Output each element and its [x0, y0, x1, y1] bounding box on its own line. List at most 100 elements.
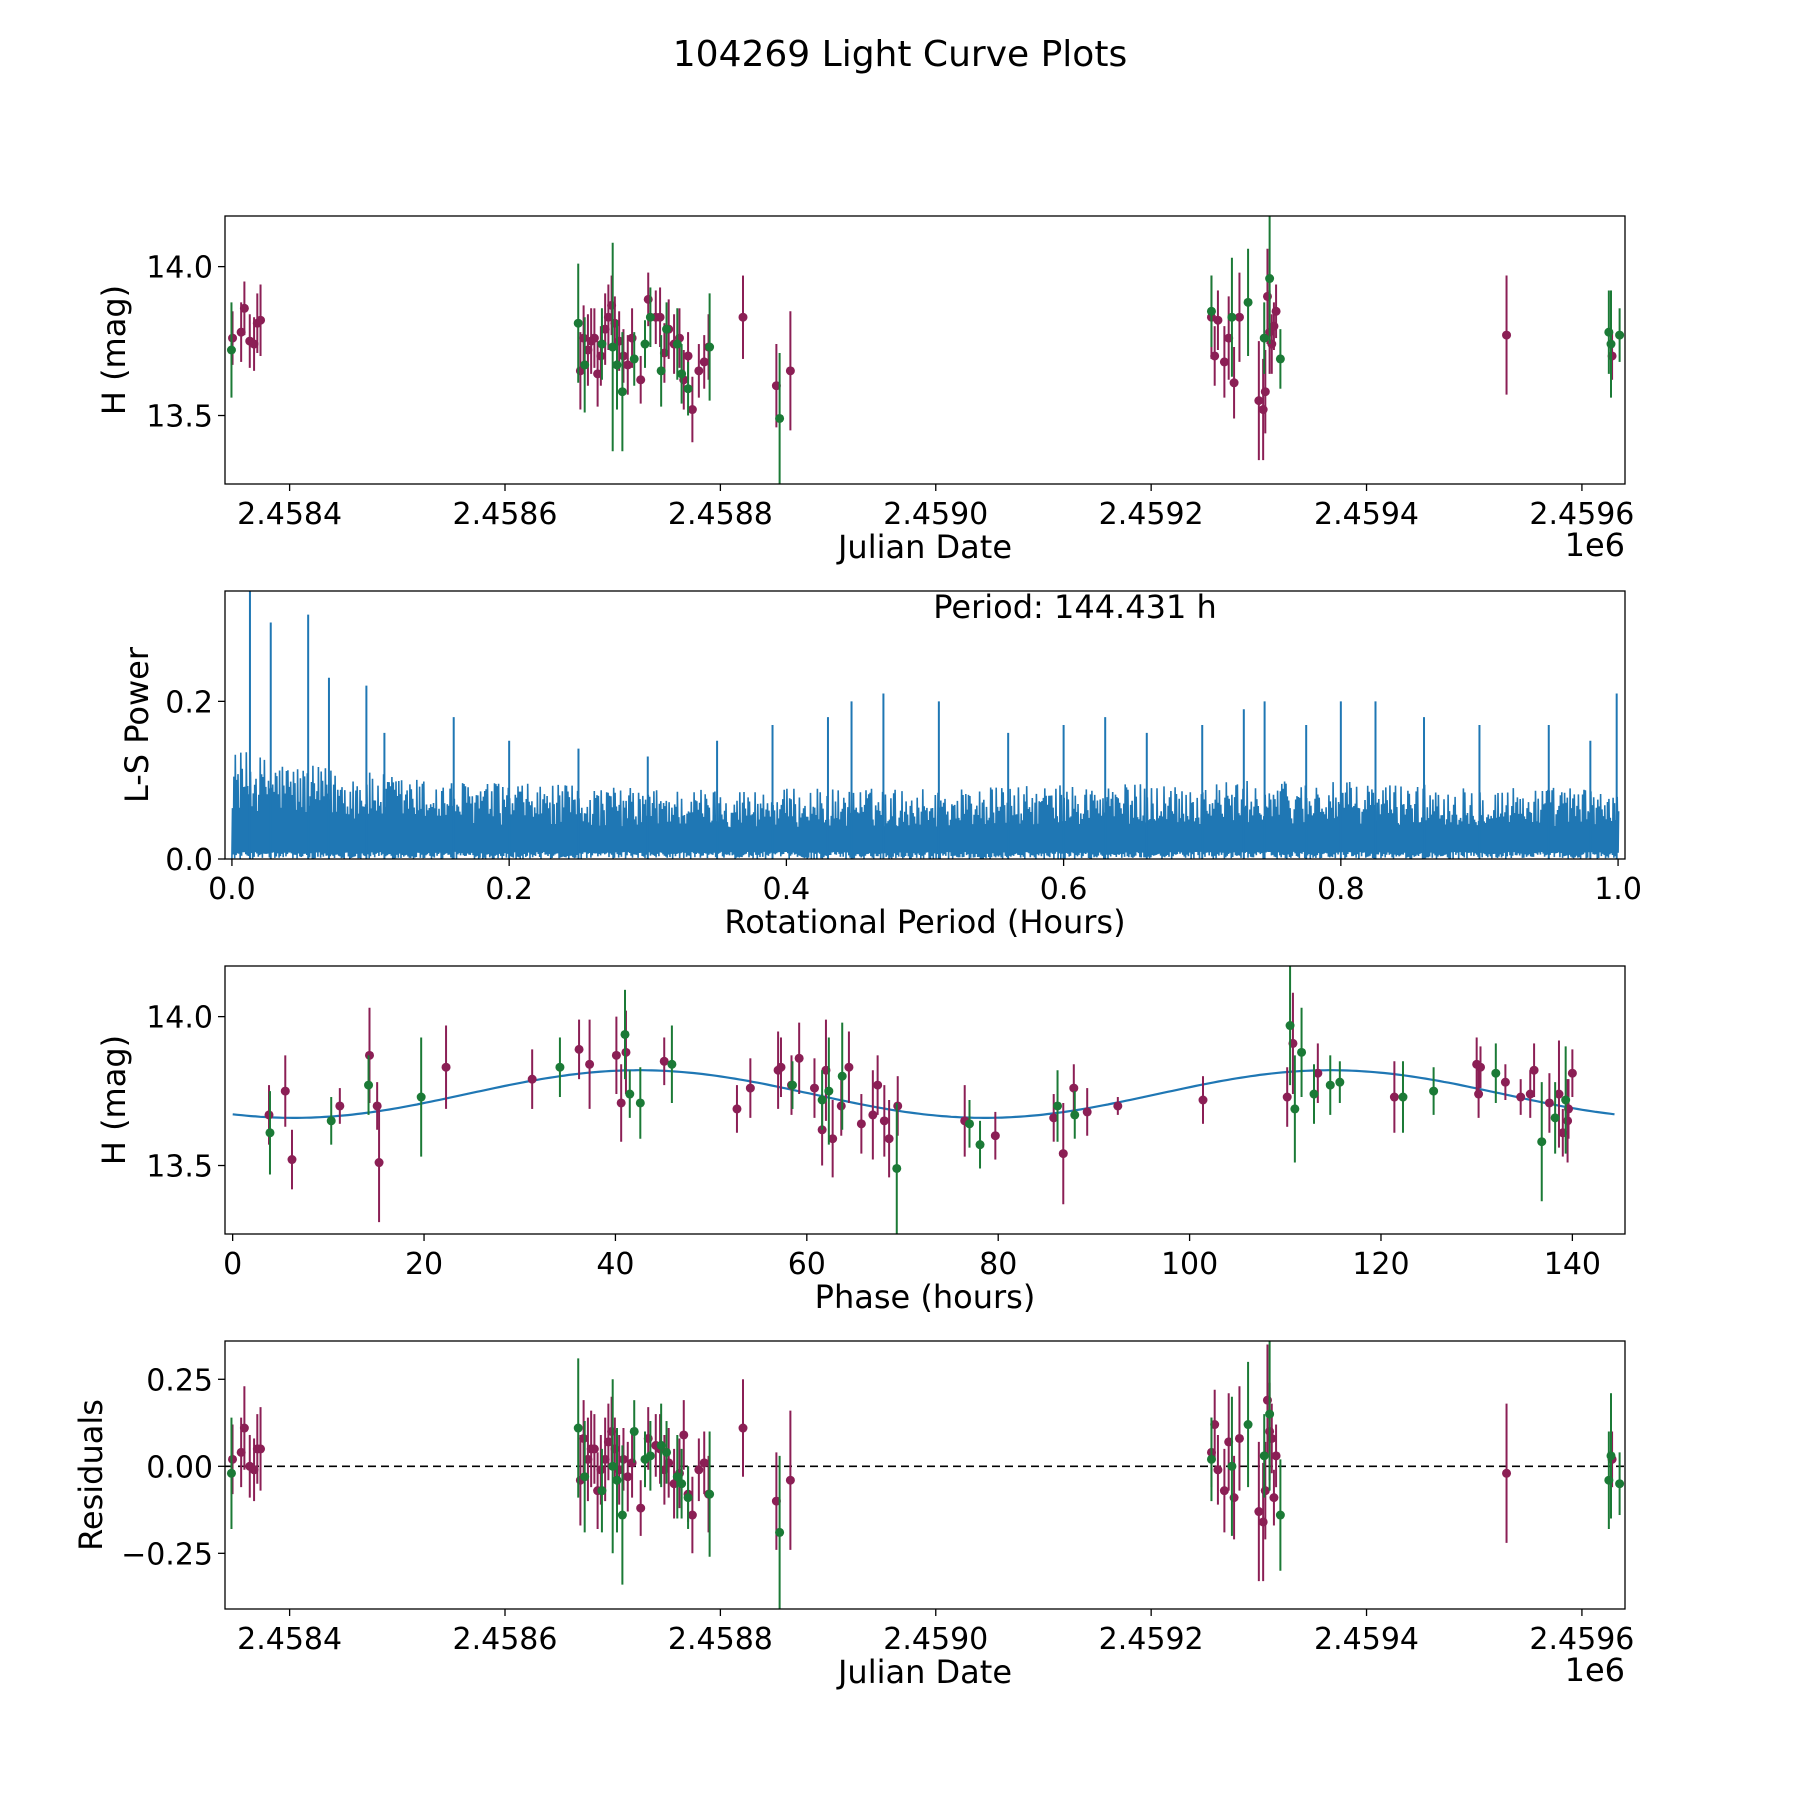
data-point	[1309, 1089, 1319, 1099]
data-point	[617, 1510, 627, 1520]
data-point	[1516, 1092, 1526, 1102]
data-point	[656, 366, 666, 376]
data-point	[1234, 312, 1244, 322]
x-tick-label: 2.4588	[668, 1622, 773, 1657]
phased-x-ticks: 0 20 40 60 80 100 120 140	[223, 1234, 1601, 1282]
data-point	[1260, 387, 1270, 397]
data-point	[1254, 396, 1264, 406]
data-point	[776, 1062, 786, 1072]
data-point	[837, 1071, 847, 1081]
data-point	[1243, 1420, 1253, 1430]
data-point	[608, 1461, 618, 1471]
data-point	[636, 375, 646, 385]
data-point	[672, 1472, 682, 1482]
phased-panel: 0 20 40 60 80 100 120 140 13.5 14.0 Phase (hours…	[95, 965, 1626, 1316]
data-point	[1082, 1107, 1092, 1117]
x-tick-label: 0.4	[763, 872, 811, 907]
data-point	[1297, 1047, 1307, 1057]
periodogram-plot-area	[231, 591, 1620, 859]
data-point	[856, 1119, 866, 1129]
data-point	[239, 1423, 249, 1433]
data-point	[655, 312, 665, 322]
x-tick-label: 1.0	[1594, 872, 1642, 907]
data-point	[416, 1092, 426, 1102]
data-point	[745, 1083, 755, 1093]
data-point	[785, 366, 795, 376]
x-tick-label: 2.4588	[668, 497, 773, 532]
data-point	[879, 1116, 889, 1126]
data-point	[694, 1465, 704, 1475]
data-point	[1335, 1077, 1345, 1087]
residuals-panel: 2.4584 2.4586 2.4588 2.4590 2.4592 2.4594 2.45…	[72, 1340, 1634, 1691]
periodogram-y-label: L-S Power	[118, 646, 156, 803]
data-point	[573, 318, 583, 328]
data-point	[1561, 1095, 1571, 1105]
x-tick-label: 2.4590	[883, 1622, 988, 1657]
data-point	[226, 345, 236, 355]
data-point	[585, 1059, 595, 1069]
data-point	[1554, 1089, 1564, 1099]
data-point	[579, 333, 589, 343]
residuals-x-label: Julian Date	[836, 1653, 1012, 1691]
data-point	[738, 312, 748, 322]
data-point	[364, 1080, 374, 1090]
data-point	[256, 1444, 266, 1454]
series-green	[265, 966, 1571, 1234]
data-point	[1070, 1110, 1080, 1120]
data-point	[1325, 1080, 1335, 1090]
data-point	[256, 315, 266, 325]
periodogram-line	[231, 752, 1620, 859]
data-point	[1615, 330, 1625, 340]
data-point	[1502, 1468, 1512, 1478]
residuals-x-ticks: 2.4584 2.4586 2.4588 2.4590 2.4592 2.4594 2.45…	[237, 1609, 1634, 1657]
y-tick-label: 0.2	[165, 685, 213, 720]
series-purple	[264, 992, 1577, 1223]
phased-frame	[224, 965, 1626, 1235]
lightcurve-x-ticks: 2.4584 2.4586 2.4588 2.4590 2.4592 2.4594 2.45…	[237, 484, 1634, 532]
data-point	[618, 1454, 628, 1464]
data-point	[1206, 1454, 1216, 1464]
x-tick-label: 2.4592	[1099, 1622, 1204, 1657]
x-tick-label: 20	[405, 1247, 443, 1282]
data-point	[326, 1116, 336, 1126]
data-point	[527, 1074, 537, 1084]
data-point	[975, 1140, 985, 1150]
data-point	[656, 1440, 666, 1450]
data-point	[873, 1080, 883, 1090]
residuals-plot-area	[225, 1341, 1625, 1609]
data-point	[694, 366, 704, 376]
data-point	[794, 1053, 804, 1063]
data-point	[1606, 1451, 1616, 1461]
data-point	[1213, 1465, 1223, 1475]
data-point	[1271, 1451, 1281, 1461]
data-point	[617, 387, 627, 397]
x-tick-label: 140	[1544, 1247, 1601, 1282]
data-point	[687, 405, 697, 415]
data-point	[1219, 1486, 1229, 1496]
data-point	[611, 1050, 621, 1060]
data-point	[1275, 354, 1285, 364]
data-point	[1049, 1113, 1059, 1123]
data-point	[574, 1044, 584, 1054]
data-point	[828, 1134, 838, 1144]
data-point	[787, 1080, 797, 1090]
data-point	[672, 339, 682, 349]
x-tick-label: 2.4594	[1314, 1622, 1419, 1657]
x-tick-label: 0.8	[1317, 872, 1365, 907]
data-point	[817, 1095, 827, 1105]
data-point	[1313, 1068, 1323, 1078]
data-point	[608, 342, 618, 352]
y-tick-label: 0.25	[146, 1363, 213, 1398]
clip-residuals-content	[225, 1341, 1625, 1609]
data-point	[1113, 1101, 1123, 1111]
data-point	[677, 369, 687, 379]
data-point	[228, 1454, 238, 1464]
data-point	[640, 339, 650, 349]
data-point	[579, 1433, 589, 1443]
series-green	[226, 1341, 1625, 1609]
residuals-offset-label: 1e6	[1565, 1651, 1625, 1689]
phased-y-ticks: 13.5 14.0	[146, 1001, 225, 1185]
x-tick-label: 0.6	[1040, 872, 1088, 907]
data-point	[687, 1510, 697, 1520]
x-tick-label: 60	[788, 1247, 826, 1282]
